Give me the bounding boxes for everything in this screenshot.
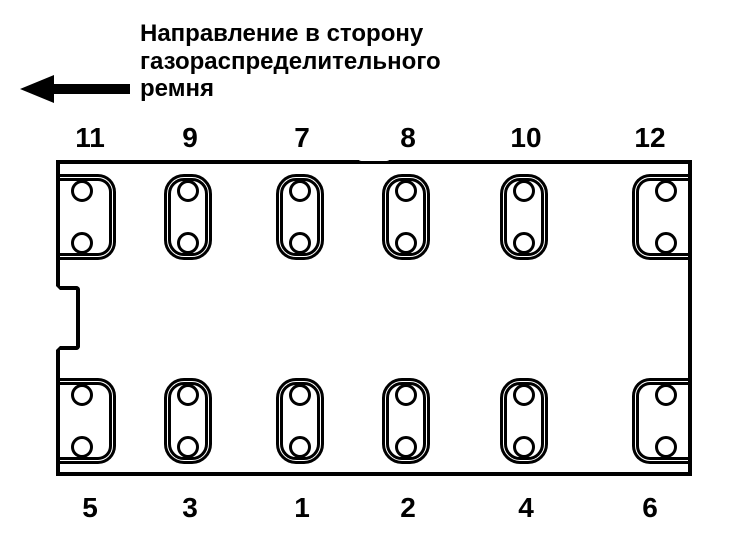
cap-number-1: 1 [277, 492, 327, 524]
bearing-cap-3 [164, 378, 212, 464]
cap-number-4: 4 [501, 492, 551, 524]
bearing-cap-10 [500, 174, 548, 260]
cap-number-7: 7 [277, 122, 327, 154]
block-top-notch [359, 160, 389, 164]
bearing-cap-8 [382, 174, 430, 260]
bearing-cap-6 [632, 378, 688, 464]
bearing-cap-11 [60, 174, 116, 260]
title-line-3: ремня [140, 75, 441, 103]
title-line-1: Направление в сторону [140, 20, 441, 48]
cap-number-2: 2 [383, 492, 433, 524]
bearing-cap-5 [60, 378, 116, 464]
cap-number-11: 11 [65, 122, 115, 154]
engine-head-outline [56, 160, 692, 476]
diagram-container: Направление в сторону газораспределитель… [0, 0, 731, 550]
cap-number-10: 10 [501, 122, 551, 154]
bearing-cap-2 [382, 378, 430, 464]
cap-number-6: 6 [625, 492, 675, 524]
cap-number-3: 3 [165, 492, 215, 524]
title-line-2: газораспределительного [140, 48, 441, 76]
bearing-cap-4 [500, 378, 548, 464]
title-block: Направление в сторону газораспределитель… [140, 20, 441, 103]
bearing-cap-7 [276, 174, 324, 260]
cap-number-5: 5 [65, 492, 115, 524]
block-left-notch [56, 286, 80, 350]
cap-number-9: 9 [165, 122, 215, 154]
cap-number-8: 8 [383, 122, 433, 154]
cap-number-12: 12 [625, 122, 675, 154]
bearing-cap-9 [164, 174, 212, 260]
direction-arrow-icon [20, 75, 130, 103]
bearing-cap-1 [276, 378, 324, 464]
bearing-cap-12 [632, 174, 688, 260]
